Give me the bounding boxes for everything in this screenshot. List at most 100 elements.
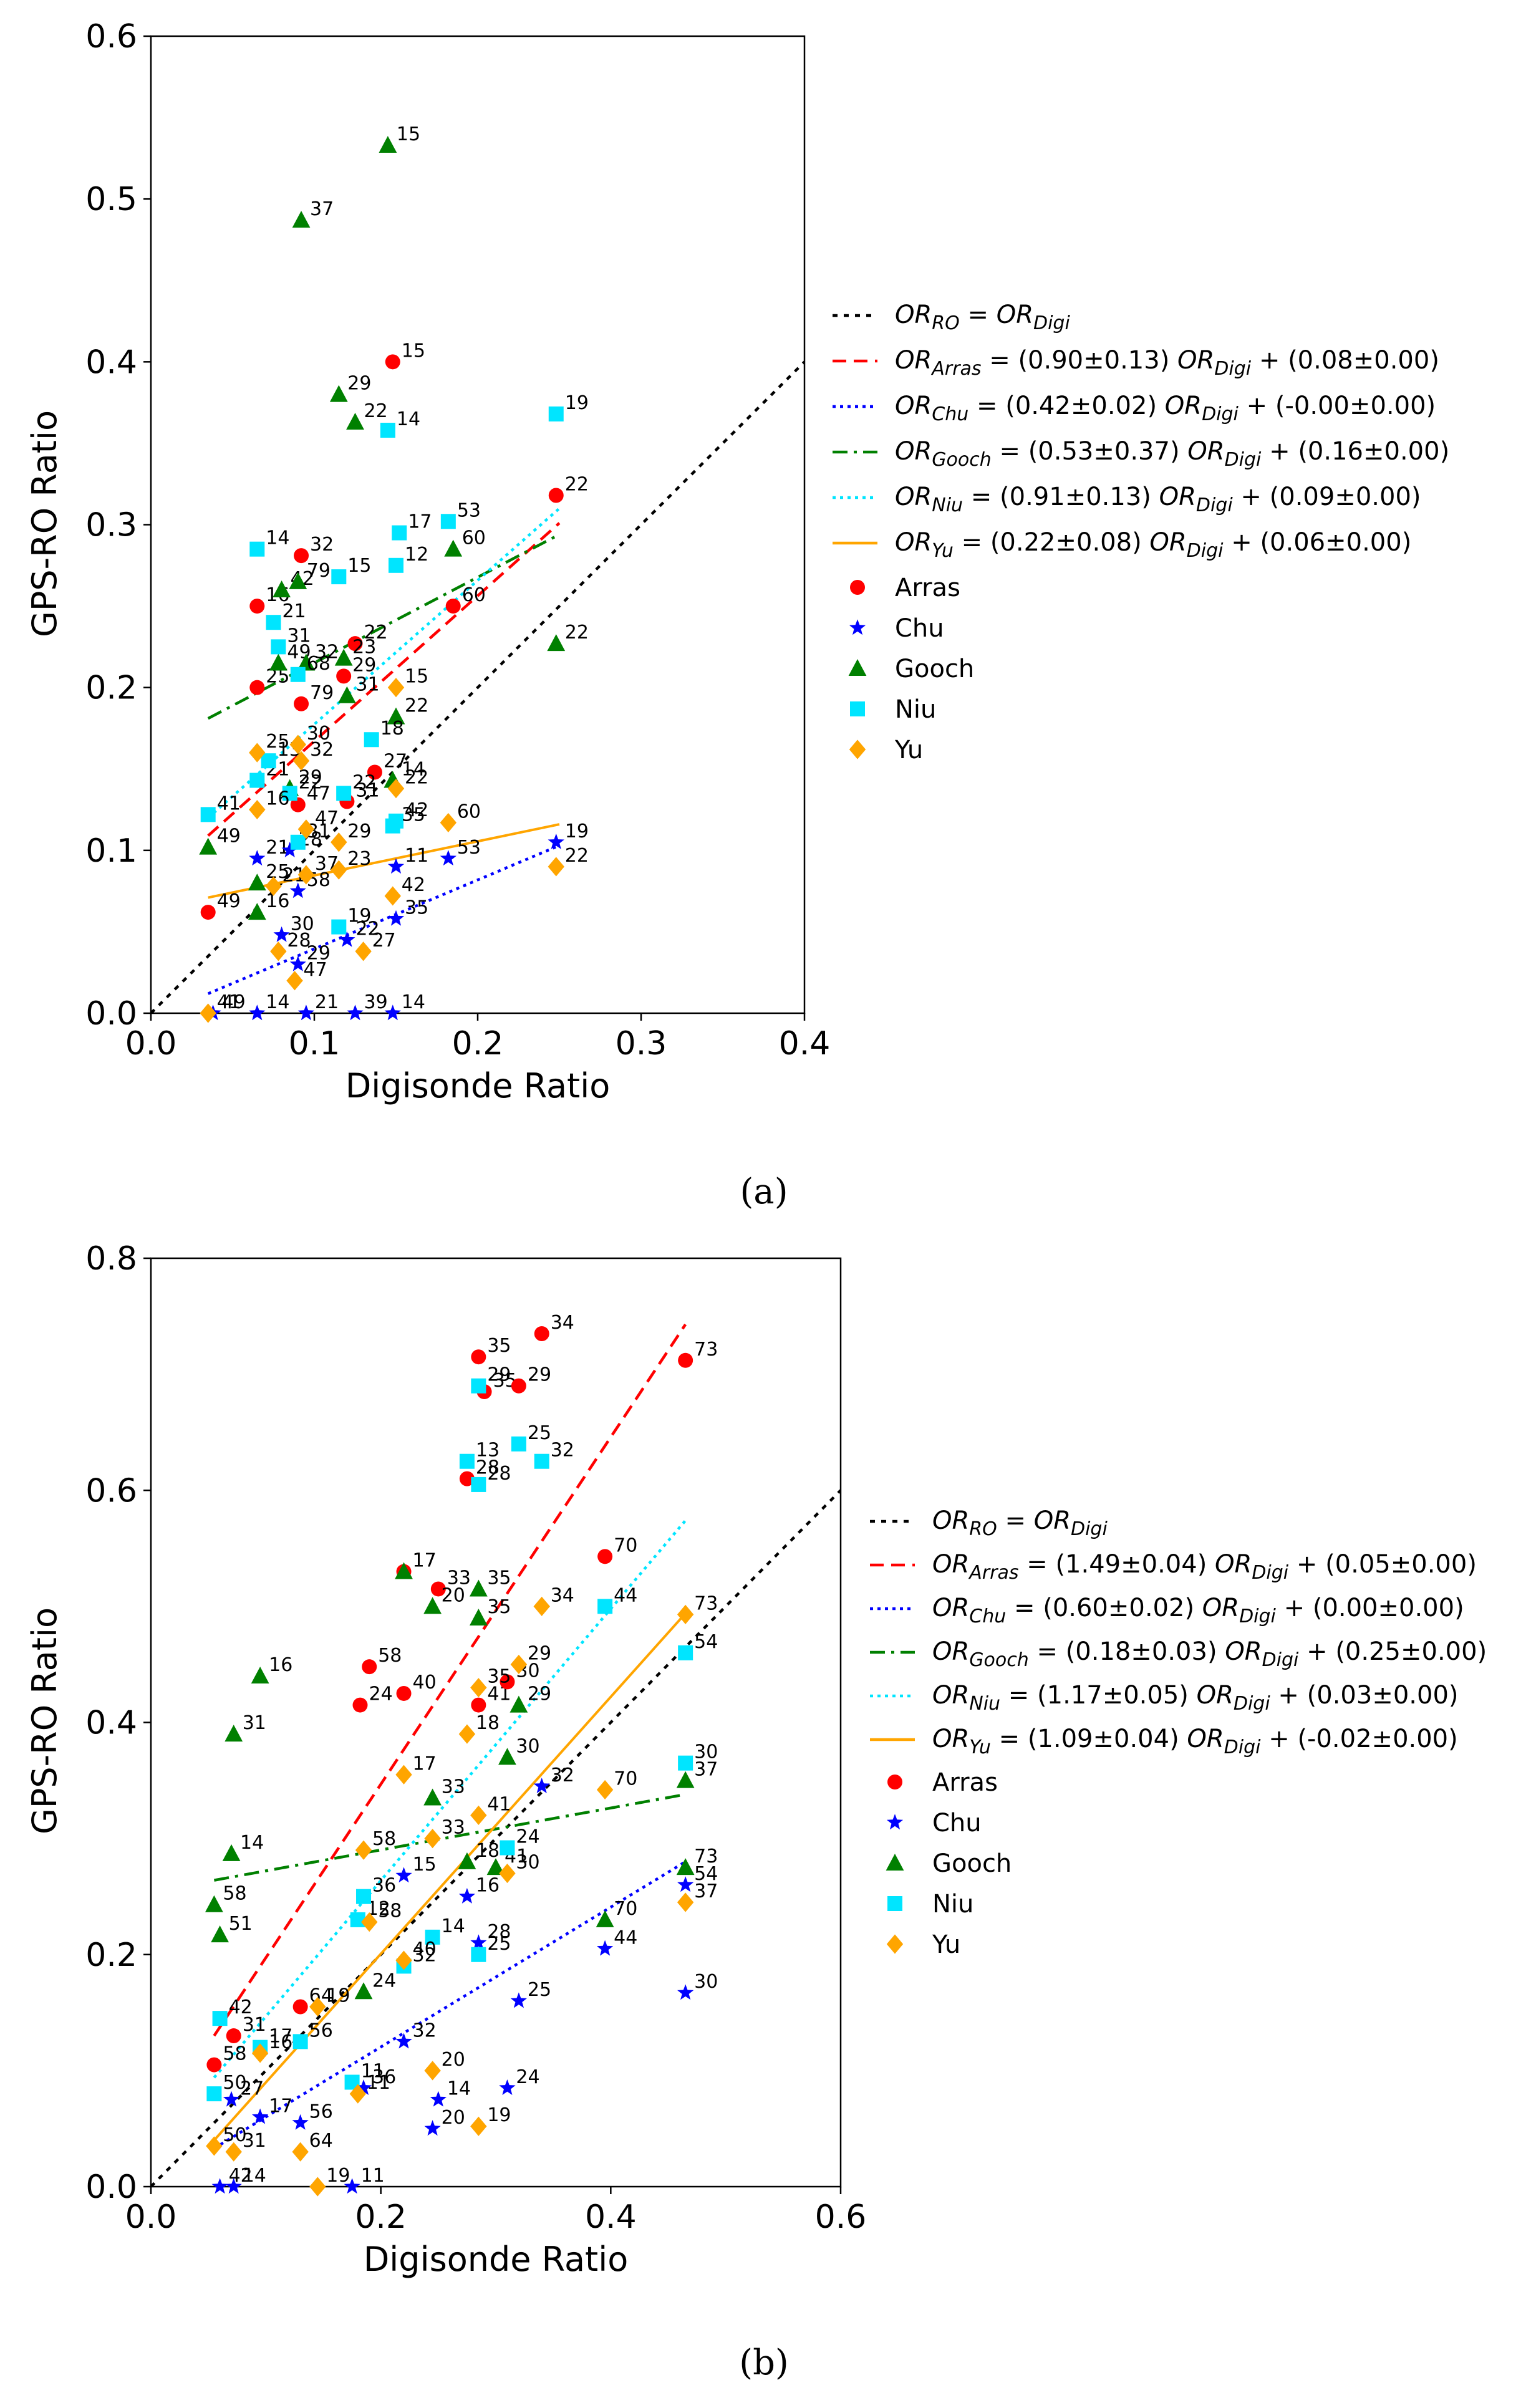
point-niu (200, 807, 216, 822)
point-yu (249, 743, 266, 763)
fit-line-arras (207, 522, 561, 837)
point-label: 50 (223, 2072, 246, 2094)
point-gooch (469, 1579, 488, 1597)
point-label: 14 (402, 991, 425, 1013)
point-label: 32 (413, 2020, 437, 2041)
panel-label: (a) (740, 1172, 788, 1212)
legend-eq-part: + (0.16±0.00) (1261, 437, 1449, 466)
point-label: 17 (413, 1550, 437, 1572)
point-label: 17 (408, 511, 432, 533)
point-niu (425, 1929, 440, 1945)
point-niu (249, 541, 265, 557)
point-label: 30 (307, 723, 331, 744)
fit-line-gooch (207, 533, 561, 720)
legend-eq-part: Niu (969, 1693, 1000, 1715)
point-label: 32 (551, 1765, 574, 1786)
point-label: 53 (457, 837, 481, 859)
point-label: 47 (307, 783, 331, 805)
point-label: 70 (614, 1898, 637, 1920)
point-gooch (199, 837, 218, 855)
point-gooch (676, 1858, 695, 1876)
point-arras (500, 1674, 515, 1690)
point-arras (548, 488, 564, 503)
point-niu (331, 569, 347, 585)
legend-eq-part: OR (1034, 1506, 1071, 1535)
point-arras (352, 1697, 368, 1713)
point-gooch (248, 903, 266, 920)
legend-eq-part: = (0.60±0.02) (1006, 1594, 1202, 1622)
legend-eq-part: OR (1215, 1550, 1252, 1579)
point-label: 11 (361, 2165, 385, 2187)
point-label: 28 (487, 1463, 511, 1485)
legend-marker-chu (886, 1814, 904, 1830)
point-gooch (205, 1895, 223, 1912)
point-yu (309, 1996, 326, 2017)
point-label: 33 (442, 1776, 465, 1798)
point-label: 32 (413, 1944, 437, 1966)
legend-eq-part: OR (895, 483, 932, 511)
legend-marker-gooch (886, 1854, 904, 1871)
point-label: 64 (309, 2130, 333, 2152)
point-label: 56 (309, 2101, 333, 2123)
point-label: 21 (283, 600, 306, 622)
x-tick-label: 0.0 (125, 2199, 177, 2236)
legend-eq-part: OR (895, 528, 932, 557)
legend-eq-part: OR (895, 392, 932, 420)
legend-eq-part: Gooch (932, 449, 991, 471)
fit-line-gooch (213, 1793, 686, 1882)
point-label: 23 (352, 637, 376, 658)
point-chu (289, 882, 306, 898)
legend-eq-part: + (0.05±0.00) (1288, 1550, 1477, 1579)
chart-a: 0.0 0.1 0.2 0.3 0.4 0.0 0.1 0.2 0.3 0.4 0.5 0.6 Digi… (25, 18, 830, 1105)
point-label: 44 (614, 1584, 637, 1606)
point-label: 33 (442, 1817, 465, 1839)
point-label: 58 (223, 1883, 246, 1905)
point-niu (212, 2011, 228, 2026)
point-label: 11 (367, 2072, 390, 2094)
point-label: 17 (269, 2095, 292, 2117)
point-label: 24 (516, 2066, 539, 2088)
point-yu (424, 1829, 441, 1849)
point-yu (286, 971, 303, 991)
legend-eq-part: OR (1225, 1637, 1262, 1666)
legend-series-label: Yu (894, 736, 923, 764)
point-yu (548, 857, 564, 877)
point-label: 27 (384, 750, 407, 772)
point-arras (294, 696, 309, 711)
point-yu (331, 860, 347, 880)
point-niu (249, 773, 265, 788)
point-label: 17 (413, 1753, 437, 1775)
point-arras (678, 1352, 693, 1368)
point-label: 32 (310, 739, 334, 761)
point-niu (597, 1599, 613, 1614)
point-yu (470, 1678, 487, 1698)
legend-equation: ORArras = (0.90±0.13) ORDigi + (0.08±0.0… (895, 346, 1439, 380)
point-label: 16 (266, 890, 289, 912)
point-yu (470, 1805, 487, 1825)
point-gooch (269, 653, 287, 671)
legend-eq-part: OR (1197, 1681, 1234, 1710)
point-niu (471, 1476, 486, 1492)
legend-eq-part: OR (1202, 1594, 1239, 1622)
legend-eq-part: = (0.91±0.13) (963, 483, 1159, 511)
legend-eq-part: OR (1187, 437, 1224, 466)
point-label: 25 (487, 1933, 511, 1955)
legend-eq-part: Yu (969, 1736, 991, 1758)
point-niu (282, 786, 297, 801)
point-label: 49 (217, 890, 241, 912)
legend-eq-part: = (0.18±0.03) (1029, 1637, 1225, 1666)
legend-eq-part: OR (1177, 346, 1214, 375)
point-chu (533, 1778, 550, 1793)
x-tick-label: 0.4 (779, 1025, 831, 1062)
point-label: 19 (565, 392, 589, 414)
point-label: 18 (380, 718, 404, 739)
legend-marker-gooch (848, 659, 867, 676)
point-gooch (346, 412, 364, 430)
point-label: 29 (528, 1642, 551, 1664)
point-label: 29 (347, 821, 371, 842)
point-gooch (423, 1788, 442, 1806)
legend-eq-part: Arras (930, 358, 981, 380)
legend-eq-part: Digi (1239, 1606, 1276, 1627)
point-niu (336, 786, 352, 801)
